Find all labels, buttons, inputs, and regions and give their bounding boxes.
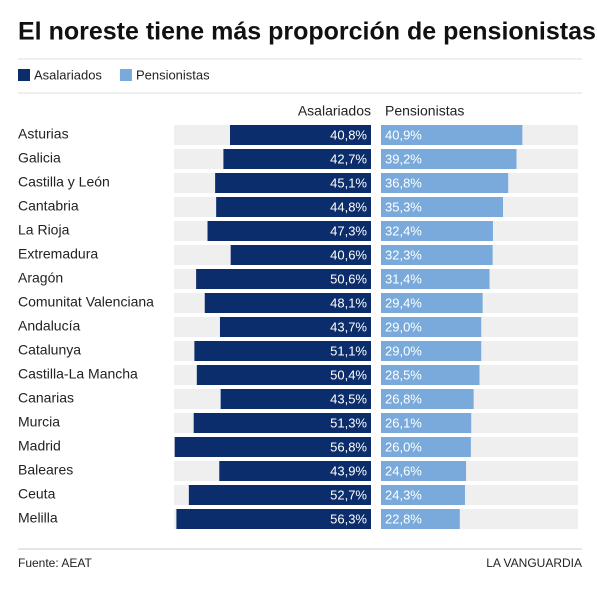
- bar: [220, 389, 371, 409]
- value-label: 24,6%: [385, 463, 422, 478]
- bar: [381, 341, 482, 361]
- bar: [381, 269, 490, 289]
- legend-swatch: [18, 69, 30, 81]
- bar: [188, 485, 371, 505]
- value-label: 52,7%: [330, 487, 367, 502]
- bar: [193, 413, 371, 433]
- value-label: 50,6%: [330, 271, 367, 286]
- value-label: 22,8%: [385, 511, 422, 526]
- column-header: Pensionistas: [385, 103, 464, 119]
- legend-label: Pensionistas: [136, 67, 210, 82]
- category-label: Canarias: [18, 390, 74, 406]
- value-label: 36,8%: [385, 175, 422, 190]
- value-label: 29,0%: [385, 343, 422, 358]
- chart-title: El noreste tiene más proporción de pensi…: [18, 18, 596, 46]
- value-label: 26,1%: [385, 415, 422, 430]
- bar: [219, 317, 371, 337]
- value-label: 29,4%: [385, 295, 422, 310]
- value-label: 48,1%: [330, 295, 367, 310]
- category-label: Aragón: [18, 270, 63, 286]
- value-label: 45,1%: [330, 175, 367, 190]
- category-label: Comunitat Valenciana: [18, 294, 154, 310]
- bar: [381, 245, 493, 265]
- value-label: 40,8%: [330, 127, 367, 142]
- category-label: La Rioja: [18, 222, 70, 238]
- value-label: 26,8%: [385, 391, 422, 406]
- bar: [215, 173, 371, 193]
- bar: [381, 125, 523, 145]
- category-label: Catalunya: [18, 342, 81, 358]
- bar: [381, 173, 509, 193]
- value-label: 26,0%: [385, 439, 422, 454]
- source: Fuente: AEAT: [18, 556, 92, 570]
- column-header: Asalariados: [298, 103, 371, 119]
- value-label: 40,6%: [330, 247, 367, 262]
- value-label: 56,3%: [330, 511, 367, 526]
- value-label: 43,5%: [330, 391, 367, 406]
- value-label: 51,1%: [330, 343, 367, 358]
- category-label: Melilla: [18, 510, 58, 526]
- value-label: 51,3%: [330, 415, 367, 430]
- bar: [381, 317, 482, 337]
- value-label: 40,9%: [385, 127, 422, 142]
- bar: [223, 149, 371, 169]
- value-label: 42,7%: [330, 151, 367, 166]
- bar: [381, 461, 467, 481]
- category-label: Castilla-La Mancha: [18, 366, 138, 382]
- bar: [196, 365, 371, 385]
- bar: [381, 509, 460, 529]
- value-label: 44,8%: [330, 199, 367, 214]
- bar: [196, 269, 371, 289]
- bar: [381, 413, 472, 433]
- bar: [381, 197, 504, 217]
- category-label: Galicia: [18, 150, 61, 166]
- value-label: 50,4%: [330, 367, 367, 382]
- bar: [204, 293, 371, 313]
- category-label: Castilla y León: [18, 174, 110, 190]
- bar: [381, 293, 483, 313]
- bar: [216, 197, 371, 217]
- category-label: Baleares: [18, 462, 73, 478]
- bar: [381, 365, 480, 385]
- bar: [381, 149, 517, 169]
- value-label: 39,2%: [385, 151, 422, 166]
- value-label: 56,8%: [330, 439, 367, 454]
- bar: [174, 437, 371, 457]
- legend-label: Asalariados: [34, 67, 102, 82]
- category-label: Murcia: [18, 414, 60, 430]
- category-label: Extremadura: [18, 246, 98, 262]
- value-label: 29,0%: [385, 319, 422, 334]
- bar: [381, 485, 465, 505]
- value-label: 32,3%: [385, 247, 422, 262]
- bar: [381, 437, 471, 457]
- bar: [381, 389, 474, 409]
- category-label: Asturias: [18, 126, 69, 142]
- value-label: 32,4%: [385, 223, 422, 238]
- bar: [176, 509, 371, 529]
- value-label: 47,3%: [330, 223, 367, 238]
- category-label: Madrid: [18, 438, 61, 454]
- bar: [230, 245, 371, 265]
- bar: [194, 341, 371, 361]
- legend-swatch: [119, 69, 132, 81]
- value-label: 28,5%: [385, 367, 422, 382]
- bar: [219, 461, 371, 481]
- bar: [207, 221, 371, 241]
- value-label: 43,9%: [330, 463, 367, 478]
- bar: [381, 221, 493, 241]
- category-label: Andalucía: [18, 318, 80, 334]
- value-label: 35,3%: [385, 199, 422, 214]
- category-label: Ceuta: [18, 486, 56, 502]
- category-label: Cantabria: [18, 198, 79, 214]
- value-label: 43,7%: [330, 319, 367, 334]
- bar: [229, 125, 371, 145]
- credit: LA VANGUARDIA: [486, 556, 582, 570]
- value-label: 24,3%: [385, 487, 422, 502]
- value-label: 31,4%: [385, 271, 422, 286]
